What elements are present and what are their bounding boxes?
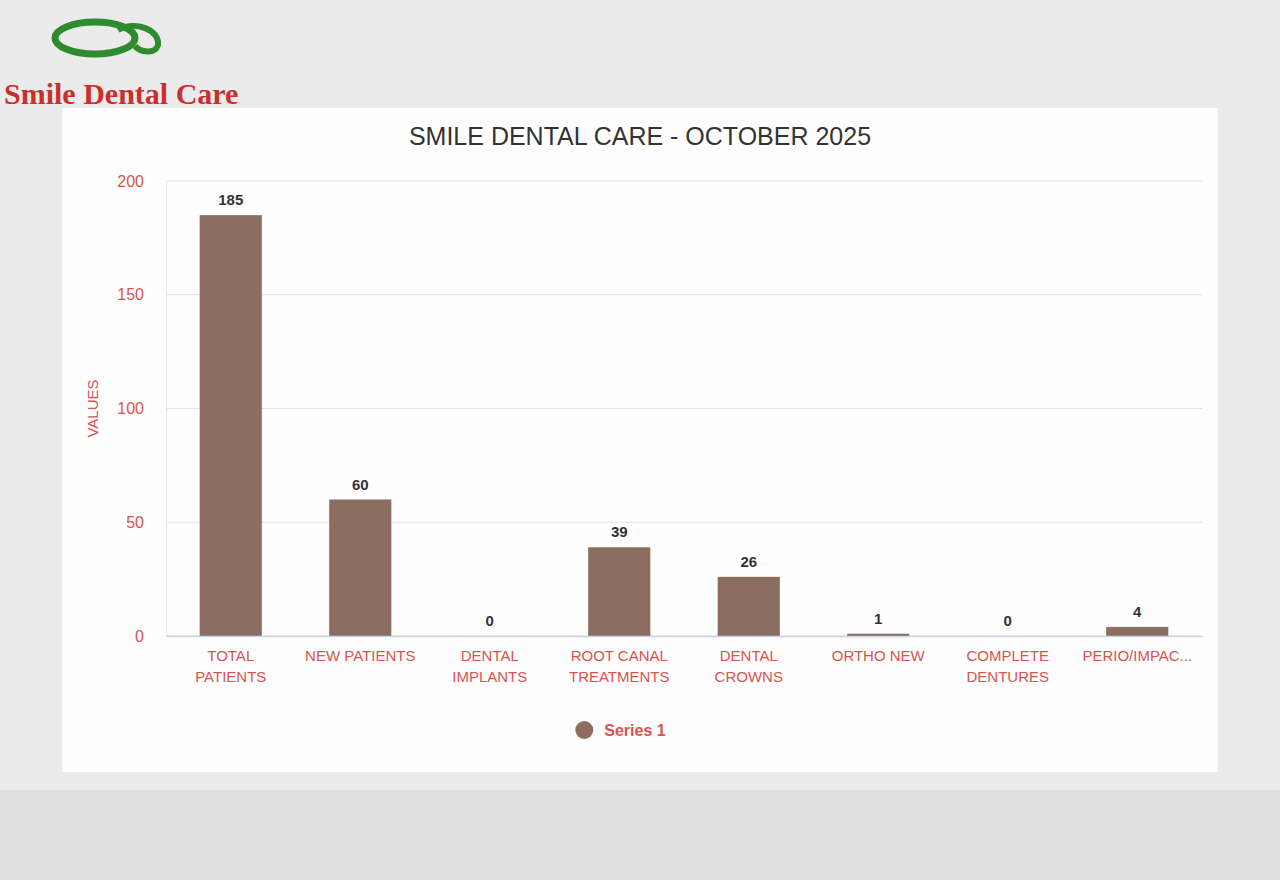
legend-label: Series 1 <box>604 722 665 739</box>
chart-panel <box>62 108 1218 772</box>
data-label: 1 <box>874 610 882 627</box>
data-label: 185 <box>218 191 243 208</box>
x-tick: ORTHO NEW <box>832 636 926 664</box>
grid-line <box>166 294 1202 295</box>
shelf <box>0 790 1280 880</box>
logo-icon <box>118 26 158 52</box>
legend: Series 1 <box>575 721 665 739</box>
bar <box>1106 627 1168 636</box>
y-tick: 200 <box>117 173 166 190</box>
data-label: 4 <box>1133 603 1142 620</box>
x-tick-label: PERIO/IMPAC... <box>1082 647 1192 664</box>
y-tick-label: 200 <box>117 173 144 190</box>
x-axis: TOTALPATIENTS NEW PATIENTS DENTALIMPLANTS R… <box>167 636 1203 685</box>
x-tick-label: ROOT CANALTREATMENTS <box>569 647 670 686</box>
canvas: Smile Dental Care SMILE DENTAL CARE - OCT… <box>0 0 1280 880</box>
data-labels: 185 60 0 39 26 1 0 4 <box>218 191 1142 629</box>
y-tick-label: 150 <box>117 286 144 303</box>
background <box>0 0 1280 880</box>
y-tick: 50 <box>126 514 166 531</box>
x-tick: DENTALCROWNS <box>715 636 783 685</box>
data-label: 26 <box>740 553 757 570</box>
logo: Smile Dental Care <box>4 22 238 110</box>
x-tick: NEW PATIENTS <box>305 636 415 664</box>
y-tick-label: 50 <box>126 514 144 531</box>
data-label: 0 <box>1004 612 1012 629</box>
y-axis-line <box>166 182 167 637</box>
x-tick-label: DENTALCROWNS <box>715 647 783 686</box>
data-label: 60 <box>352 476 369 493</box>
grid-line <box>166 636 1202 637</box>
x-tick: DENTALIMPLANTS <box>452 636 527 685</box>
x-tick: ROOT CANALTREATMENTS <box>569 636 670 685</box>
x-tick-label: NEW PATIENTS <box>305 647 415 664</box>
data-label: 39 <box>611 523 628 540</box>
x-tick-label: COMPLETEDENTURES <box>966 647 1049 686</box>
y-tick-label: 0 <box>135 628 144 645</box>
x-tick-label: TOTALPATIENTS <box>195 647 266 686</box>
x-axis-line <box>167 636 1203 638</box>
logo-text: Smile Dental Care <box>4 77 238 110</box>
data-label: 0 <box>486 612 494 629</box>
legend-swatch <box>575 721 593 739</box>
y-tick: 150 <box>117 286 166 303</box>
y-axis: 0 50 100 150 200 <box>117 173 166 645</box>
bar <box>718 577 780 636</box>
bars <box>200 215 1169 636</box>
x-tick: TOTALPATIENTS <box>195 636 266 685</box>
y-tick: 100 <box>117 400 166 417</box>
bar <box>329 500 391 637</box>
bar <box>200 215 262 636</box>
bar <box>588 547 650 636</box>
grid-line <box>166 522 1202 523</box>
x-tick: PERIO/IMPAC... <box>1082 636 1192 664</box>
x-tick-label: DENTALIMPLANTS <box>452 647 527 686</box>
grid-line <box>166 181 1202 182</box>
chart-title: SMILE DENTAL CARE - OCTOBER 2025 <box>409 122 871 150</box>
x-tick: COMPLETEDENTURES <box>966 636 1049 685</box>
y-tick: 0 <box>135 628 166 645</box>
y-axis-title: VALUES <box>84 379 101 437</box>
grid-line <box>166 408 1202 409</box>
x-tick-label: ORTHO NEW <box>832 647 926 664</box>
y-tick-label: 100 <box>117 400 144 417</box>
grid <box>166 181 1202 636</box>
bar <box>847 634 909 636</box>
